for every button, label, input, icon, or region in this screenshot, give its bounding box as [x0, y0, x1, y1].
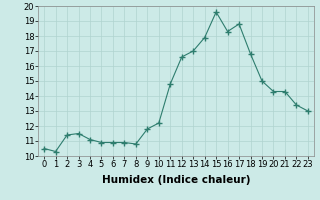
X-axis label: Humidex (Indice chaleur): Humidex (Indice chaleur) — [102, 175, 250, 185]
